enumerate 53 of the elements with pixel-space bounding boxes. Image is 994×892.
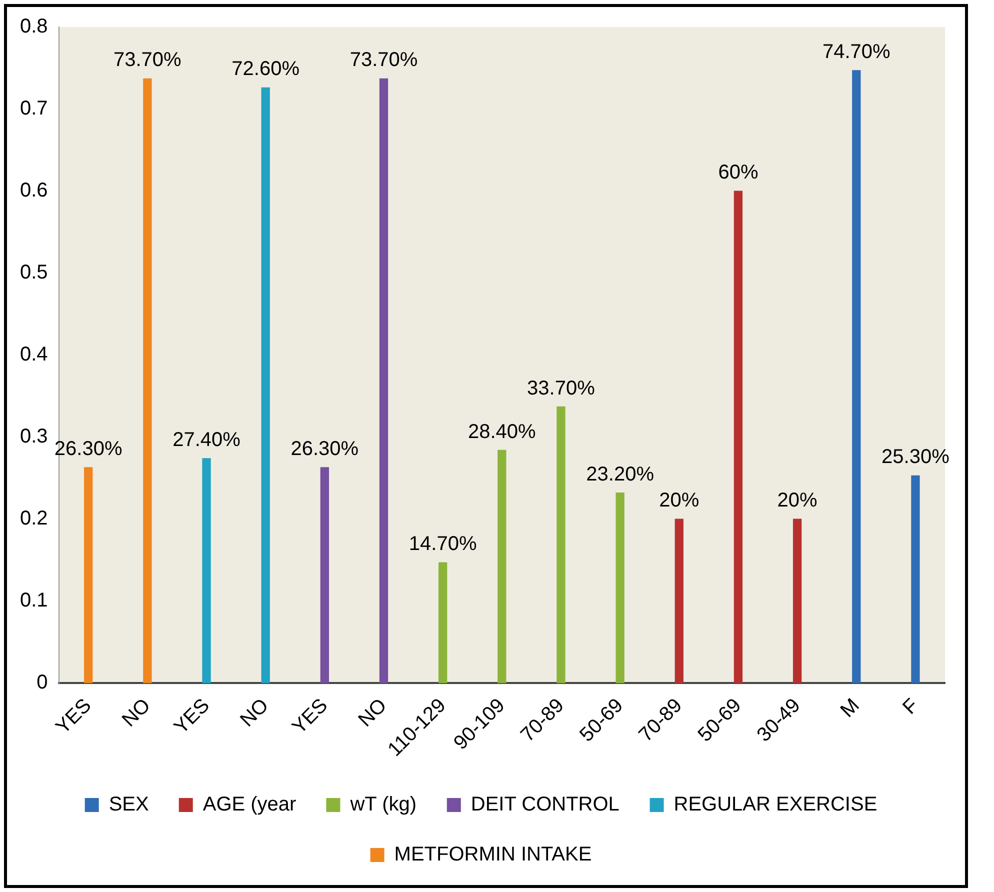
data-label: 23.20% [586, 463, 654, 486]
bar [852, 70, 861, 684]
data-label: 14.70% [408, 533, 477, 556]
data-label: 27.40% [172, 428, 241, 451]
bar [143, 78, 152, 684]
data-label: 72.60% [232, 58, 300, 80]
data-label: 28.40% [468, 420, 536, 443]
bar [911, 475, 920, 684]
data-label: 26.30% [54, 438, 122, 460]
x-tick-label: NO [236, 694, 274, 732]
y-tick-label: 0 [36, 672, 48, 694]
data-label: 25.30% [882, 446, 950, 468]
y-tick-label: 0.3 [20, 426, 48, 448]
x-tick-label: YES [52, 694, 96, 738]
bar [438, 562, 448, 684]
y-tick-label: 0.6 [20, 180, 48, 202]
bar [498, 450, 506, 684]
legend-label: wT (kg) [349, 794, 417, 816]
bar [379, 78, 388, 684]
x-tick-label: NO [118, 694, 155, 732]
y-tick-label: 0.8 [20, 16, 48, 38]
y-tick-label: 0.2 [20, 508, 48, 530]
legend-label: SEX [108, 794, 149, 816]
data-label: 73.70% [350, 49, 418, 72]
bar [556, 406, 566, 684]
x-tick-label: M [836, 694, 864, 722]
y-tick-label: 0.1 [20, 590, 48, 612]
data-label: 60% [718, 162, 758, 184]
data-label: 26.30% [290, 438, 359, 460]
bar [674, 518, 684, 684]
y-tick-label: 0.4 [20, 344, 48, 366]
x-tick-label: YES [288, 694, 332, 738]
bar [261, 87, 270, 684]
x-tick-label: YES [170, 694, 214, 738]
legend-label: DEIT CONTROL [470, 794, 620, 816]
bar [84, 467, 93, 684]
legend-label: METFORMIN INTAKE [394, 844, 592, 866]
bar [202, 458, 211, 684]
y-tick-label: 0.7 [20, 98, 48, 120]
y-tick-label: 0.5 [20, 262, 48, 284]
bar [734, 190, 743, 684]
bar [616, 492, 624, 684]
data-label: 33.70% [527, 377, 596, 400]
legend-label: AGE (year [202, 794, 297, 816]
x-tick-label: NO [354, 694, 392, 732]
data-label: 74.70% [822, 40, 891, 63]
data-label: 20% [659, 490, 700, 512]
x-tick-label: F [898, 694, 923, 719]
legend-label: REGULAR EXERCISE [674, 794, 878, 816]
bar [792, 518, 802, 684]
bar [320, 467, 329, 684]
data-label: 73.70% [114, 49, 182, 72]
data-label: 20% [777, 490, 818, 512]
